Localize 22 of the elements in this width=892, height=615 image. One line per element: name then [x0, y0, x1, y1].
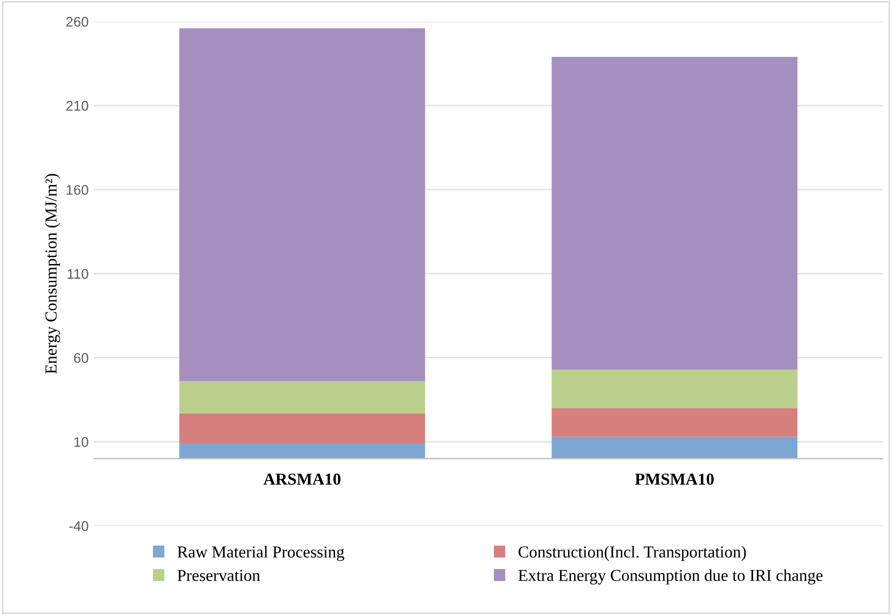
- x-tick-label: PMSMA10: [635, 474, 714, 485]
- y-tick-label: 210: [66, 100, 88, 111]
- bar: [179, 28, 426, 382]
- bar: [552, 369, 798, 408]
- legend-label: Construction(Incl. Transportation): [518, 546, 746, 561]
- y-tick-label: 260: [66, 16, 88, 27]
- legend-label: Preservation: [177, 570, 260, 582]
- bar: [552, 436, 798, 459]
- y-tick-label: -40: [69, 521, 88, 531]
- y-tick-label: 10: [74, 437, 88, 447]
- x-tick-label: ARSMA10: [263, 474, 340, 485]
- y-tick-label: 60: [74, 353, 88, 363]
- bar: [179, 413, 426, 444]
- bar: [179, 381, 426, 414]
- y-tick-label: 160: [66, 184, 88, 195]
- bar: [179, 443, 426, 459]
- y-axis-title: Energy Consumption (MJ/m²): [44, 174, 60, 374]
- legend-label: Raw Material Processing: [177, 546, 344, 562]
- bar: [552, 56, 798, 370]
- legend-label: Extra Energy Consumption due to IRI change: [518, 569, 822, 584]
- y-tick-label: 110: [68, 269, 88, 279]
- bar: [552, 408, 798, 437]
